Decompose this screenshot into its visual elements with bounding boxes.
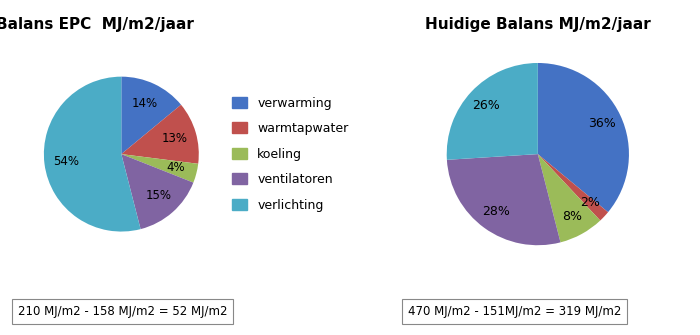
- Text: 8%: 8%: [562, 210, 582, 223]
- Wedge shape: [538, 154, 600, 242]
- Title: Huidige Balans MJ/m2/jaar: Huidige Balans MJ/m2/jaar: [425, 17, 651, 32]
- Wedge shape: [121, 105, 199, 164]
- Wedge shape: [121, 77, 181, 154]
- Text: 4%: 4%: [166, 161, 185, 175]
- Wedge shape: [538, 154, 608, 220]
- Text: 470 MJ/m2 - 151MJ/m2 = 319 MJ/m2: 470 MJ/m2 - 151MJ/m2 = 319 MJ/m2: [408, 305, 621, 318]
- Wedge shape: [121, 154, 193, 229]
- Wedge shape: [44, 77, 141, 231]
- Text: 13%: 13%: [162, 132, 188, 145]
- Wedge shape: [121, 154, 198, 183]
- Wedge shape: [447, 154, 561, 245]
- Text: 36%: 36%: [588, 117, 616, 130]
- Text: Balans EPC  MJ/m2/jaar: Balans EPC MJ/m2/jaar: [0, 17, 194, 32]
- Wedge shape: [447, 63, 538, 160]
- Text: 26%: 26%: [472, 99, 500, 112]
- Text: 210 MJ/m2 - 158 MJ/m2 = 52 MJ/m2: 210 MJ/m2 - 158 MJ/m2 = 52 MJ/m2: [18, 305, 228, 318]
- Text: 28%: 28%: [482, 205, 510, 218]
- Text: 2%: 2%: [580, 196, 600, 209]
- Text: 54%: 54%: [53, 154, 79, 168]
- Wedge shape: [538, 63, 629, 212]
- Text: 15%: 15%: [145, 189, 172, 202]
- Text: 14%: 14%: [132, 97, 158, 110]
- Legend: verwarming, warmtapwater, koeling, ventilatoren, verlichting: verwarming, warmtapwater, koeling, venti…: [228, 91, 354, 217]
